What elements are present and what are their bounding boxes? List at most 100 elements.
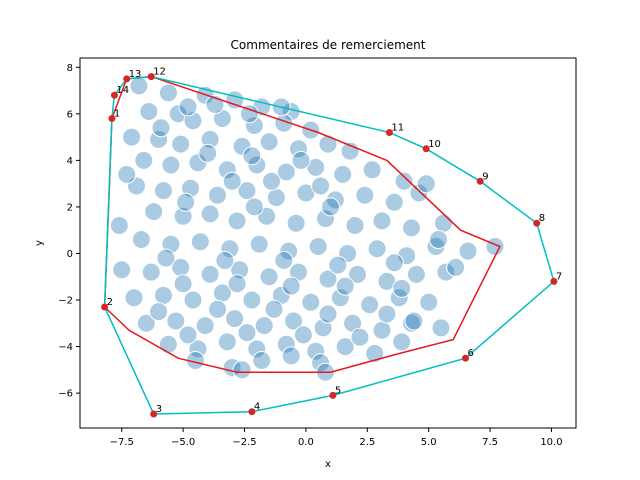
scatter-point [117, 164, 137, 184]
scatter-point [230, 260, 250, 280]
x-tick-label: 2.5 [359, 437, 375, 448]
hull-point [329, 391, 337, 399]
x-axis-ticks: −7.5 −5.0 −2.5 0.0 2.5 5.0 7.5 10.0 [110, 428, 563, 448]
hull-point [150, 410, 158, 418]
scatter-point [392, 332, 412, 352]
scatter-point [276, 162, 296, 182]
hull-point [110, 91, 118, 99]
scatter-point [134, 150, 154, 170]
scatter-point [362, 160, 382, 180]
scatter-point [129, 76, 149, 96]
scatter-point [419, 292, 439, 312]
scatter-point [173, 206, 193, 226]
scatter-point [156, 248, 176, 268]
scatter-point [384, 253, 404, 273]
scatter-point [232, 360, 252, 380]
scatter-point [335, 337, 355, 357]
scatter-point [281, 346, 301, 366]
hull-point [422, 145, 430, 153]
scatter-point [446, 257, 466, 277]
scatter-point [431, 318, 451, 338]
scatter-point [190, 232, 210, 252]
scatter-point [131, 230, 151, 249]
scatter-point [284, 311, 304, 331]
scatter-point [318, 134, 338, 154]
scatter-point [264, 299, 284, 319]
hull-point [147, 73, 155, 81]
scatter-point [402, 313, 421, 333]
scatter-point [239, 104, 259, 124]
hull-point-label: 1 [114, 109, 120, 120]
hull-point [123, 75, 131, 83]
scatter-point [178, 325, 198, 345]
hull-point-label: 6 [468, 348, 474, 359]
scatter-point [365, 344, 385, 363]
scatter-point [171, 134, 191, 154]
scatter-point [350, 327, 370, 347]
x-axis-label: x [325, 459, 331, 470]
scatter-point [122, 127, 142, 147]
hull-point [101, 303, 109, 311]
scatter-point [208, 185, 227, 205]
hull-point-label: 10 [428, 139, 441, 150]
scatter-point [259, 267, 279, 287]
scatter-point [254, 316, 274, 336]
scatter-point [242, 146, 262, 166]
scatter-point [176, 192, 196, 212]
y-tick-label: −2 [58, 296, 73, 307]
scatter-point [198, 143, 218, 163]
scatter-point [286, 213, 306, 233]
scatter-point [158, 334, 178, 354]
scatter-point [217, 332, 237, 352]
y-axis-label: y [34, 240, 45, 246]
scatter-point [247, 155, 267, 175]
scatter-point [136, 313, 156, 333]
hull-point [533, 219, 541, 227]
scatter-point [360, 295, 380, 315]
scatter-point [149, 302, 169, 322]
scatter-point [158, 83, 178, 103]
scatter-point [181, 178, 200, 198]
x-tick-label: 0.0 [298, 437, 314, 448]
scatter-point [345, 216, 365, 235]
scatter-point [289, 139, 308, 159]
plot-frame [79, 57, 577, 429]
hull-point [385, 129, 393, 136]
x-tick-label: −5.0 [171, 437, 195, 448]
scatter-point [392, 278, 412, 298]
scatter-point [367, 239, 387, 259]
scatter-point [208, 299, 227, 319]
scatter-point [252, 351, 272, 370]
scatter-point [274, 251, 294, 270]
scatter-point [281, 276, 301, 296]
scatter-point [215, 251, 235, 270]
scatter-point [429, 230, 448, 249]
scatter-point [227, 274, 247, 294]
chart-title: Commentaires de remerciement [231, 38, 426, 52]
scatter-point [311, 176, 331, 196]
scatter-point [144, 202, 164, 222]
scatter-point [178, 97, 198, 117]
x-tick-label: 10.0 [540, 437, 562, 448]
scatter-point [183, 290, 203, 310]
scatter-point [237, 323, 257, 343]
scatter-point [416, 174, 436, 194]
scatter-point [404, 311, 424, 331]
scatter-point [308, 237, 328, 256]
hull-point [108, 115, 116, 122]
y-tick-label: 8 [67, 63, 73, 74]
hull-point-label: 3 [156, 404, 162, 415]
scatter-point [244, 116, 264, 135]
scatter-point [397, 246, 417, 266]
scatter-point [200, 264, 220, 284]
scatter-point [154, 285, 173, 305]
scatter-point [406, 264, 426, 284]
hull-point [550, 277, 558, 285]
scatter-point [384, 192, 404, 212]
scatter-point [220, 239, 240, 259]
scatter-point [377, 304, 397, 324]
scatter-point [348, 264, 367, 284]
scatter-point [318, 304, 338, 324]
scatter-point [242, 290, 262, 310]
